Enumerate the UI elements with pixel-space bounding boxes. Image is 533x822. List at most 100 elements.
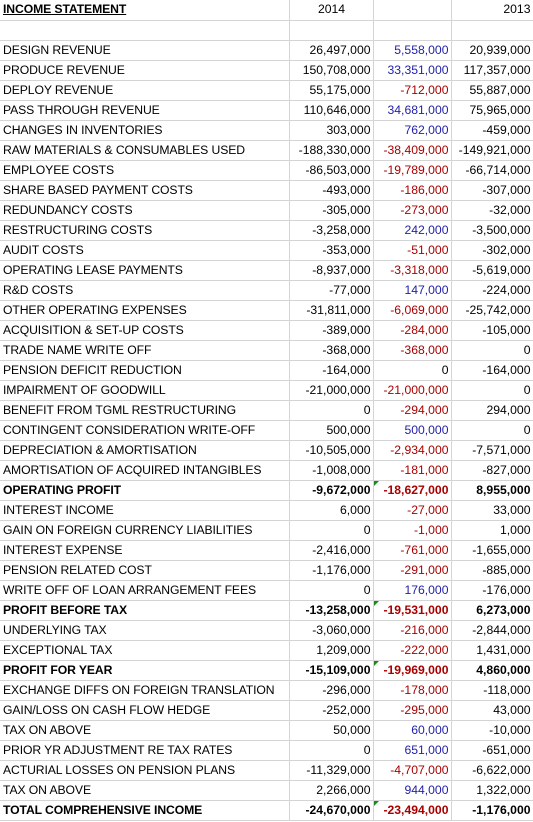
variance-cell[interactable]: -38,409,000 — [373, 140, 452, 161]
variance-cell[interactable]: -1,000 — [373, 520, 452, 541]
value-2014-cell[interactable]: -2,416,000 — [289, 540, 374, 561]
variance-cell[interactable]: -19,969,000 — [373, 660, 452, 681]
row-label-cell[interactable]: CONTINGENT CONSIDERATION WRITE-OFF — [0, 420, 290, 441]
variance-cell[interactable]: -6,069,000 — [373, 300, 452, 321]
row-label-cell[interactable]: PENSION RELATED COST — [0, 560, 290, 581]
value-2013-cell[interactable]: 1,322,000 — [451, 780, 533, 801]
value-2014-cell[interactable]: -3,258,000 — [289, 220, 374, 241]
row-label-cell[interactable]: RESTRUCTURING COSTS — [0, 220, 290, 241]
value-2014-cell[interactable]: 0 — [289, 400, 374, 421]
row-label-cell[interactable]: R&D COSTS — [0, 280, 290, 301]
row-label-cell[interactable]: EXCEPTIONAL TAX — [0, 640, 290, 661]
row-label-cell[interactable]: BENEFIT FROM TGML RESTRUCTURING — [0, 400, 290, 421]
value-2014-cell[interactable] — [289, 20, 374, 41]
value-2013-cell[interactable]: 8,955,000 — [451, 480, 533, 501]
row-label-cell[interactable]: ACTURIAL LOSSES ON PENSION PLANS — [0, 760, 290, 781]
row-label-cell[interactable]: ACQUISITION & SET-UP COSTS — [0, 320, 290, 341]
value-2014-cell[interactable]: -13,258,000 — [289, 600, 374, 621]
value-2013-cell[interactable]: -224,000 — [451, 280, 533, 301]
value-2013-cell[interactable]: -25,742,000 — [451, 300, 533, 321]
value-2013-cell[interactable]: -149,921,000 — [451, 140, 533, 161]
value-2014-cell[interactable]: -1,176,000 — [289, 560, 374, 581]
row-label-cell[interactable]: PASS THROUGH REVENUE — [0, 100, 290, 121]
value-2014-cell[interactable]: 1,209,000 — [289, 640, 374, 661]
value-2014-cell[interactable]: -77,000 — [289, 280, 374, 301]
row-label-cell[interactable]: PRIOR YR ADJUSTMENT RE TAX RATES — [0, 740, 290, 761]
value-2014-cell[interactable]: -3,060,000 — [289, 620, 374, 641]
variance-cell[interactable]: -295,000 — [373, 700, 452, 721]
variance-cell[interactable]: 500,000 — [373, 420, 452, 441]
value-2013-cell[interactable]: 20,939,000 — [451, 40, 533, 61]
row-label-cell[interactable]: WRITE OFF OF LOAN ARRANGEMENT FEES — [0, 580, 290, 601]
value-2014-cell[interactable]: 500,000 — [289, 420, 374, 441]
value-2014-cell[interactable]: 55,175,000 — [289, 80, 374, 101]
value-2014-cell[interactable]: -1,008,000 — [289, 460, 374, 481]
header-label-cell[interactable]: INCOME STATEMENT — [0, 0, 290, 21]
value-2013-cell[interactable]: -885,000 — [451, 560, 533, 581]
value-2013-cell[interactable]: 55,887,000 — [451, 80, 533, 101]
header-2014-cell[interactable]: 2014 — [289, 0, 374, 21]
variance-cell[interactable]: -186,000 — [373, 180, 452, 201]
variance-cell[interactable]: 242,000 — [373, 220, 452, 241]
variance-cell[interactable]: -27,000 — [373, 500, 452, 521]
variance-cell[interactable]: -21,000,000 — [373, 380, 452, 401]
value-2013-cell[interactable] — [451, 20, 533, 41]
variance-cell[interactable]: -19,531,000 — [373, 600, 452, 621]
value-2013-cell[interactable]: 33,000 — [451, 500, 533, 521]
value-2014-cell[interactable]: -252,000 — [289, 700, 374, 721]
variance-cell[interactable]: -216,000 — [373, 620, 452, 641]
row-label-cell[interactable]: TRADE NAME WRITE OFF — [0, 340, 290, 361]
value-2013-cell[interactable]: 0 — [451, 340, 533, 361]
value-2014-cell[interactable]: -15,109,000 — [289, 660, 374, 681]
value-2013-cell[interactable]: -32,000 — [451, 200, 533, 221]
row-label-cell[interactable]: AMORTISATION OF ACQUIRED INTANGIBLES — [0, 460, 290, 481]
value-2014-cell[interactable]: -9,672,000 — [289, 480, 374, 501]
value-2013-cell[interactable]: 1,000 — [451, 520, 533, 541]
value-2014-cell[interactable]: -389,000 — [289, 320, 374, 341]
value-2014-cell[interactable]: -21,000,000 — [289, 380, 374, 401]
row-label-cell[interactable]: OPERATING LEASE PAYMENTS — [0, 260, 290, 281]
value-2013-cell[interactable]: -6,622,000 — [451, 760, 533, 781]
value-2013-cell[interactable]: -10,000 — [451, 720, 533, 741]
value-2013-cell[interactable]: -1,655,000 — [451, 540, 533, 561]
value-2013-cell[interactable]: 1,431,000 — [451, 640, 533, 661]
variance-cell[interactable]: -181,000 — [373, 460, 452, 481]
value-2013-cell[interactable]: 0 — [451, 420, 533, 441]
row-label-cell[interactable]: DEPRECIATION & AMORTISATION — [0, 440, 290, 461]
value-2013-cell[interactable]: -7,571,000 — [451, 440, 533, 461]
value-2014-cell[interactable]: -296,000 — [289, 680, 374, 701]
row-label-cell[interactable]: GAIN/LOSS ON CASH FLOW HEDGE — [0, 700, 290, 721]
value-2013-cell[interactable]: 6,273,000 — [451, 600, 533, 621]
row-label-cell[interactable]: RAW MATERIALS & CONSUMABLES USED — [0, 140, 290, 161]
row-label-cell[interactable]: OTHER OPERATING EXPENSES — [0, 300, 290, 321]
row-label-cell[interactable] — [0, 20, 290, 41]
variance-cell[interactable]: -712,000 — [373, 80, 452, 101]
value-2013-cell[interactable]: -118,000 — [451, 680, 533, 701]
value-2014-cell[interactable]: -86,503,000 — [289, 160, 374, 181]
variance-cell[interactable]: -18,627,000 — [373, 480, 452, 501]
value-2013-cell[interactable]: -2,844,000 — [451, 620, 533, 641]
variance-cell[interactable]: -273,000 — [373, 200, 452, 221]
value-2014-cell[interactable]: -493,000 — [289, 180, 374, 201]
value-2013-cell[interactable]: -459,000 — [451, 120, 533, 141]
variance-cell[interactable]: -178,000 — [373, 680, 452, 701]
row-label-cell[interactable]: EMPLOYEE COSTS — [0, 160, 290, 181]
value-2014-cell[interactable]: 50,000 — [289, 720, 374, 741]
variance-cell[interactable]: -19,789,000 — [373, 160, 452, 181]
variance-cell[interactable]: -3,318,000 — [373, 260, 452, 281]
row-label-cell[interactable]: IMPAIRMENT OF GOODWILL — [0, 380, 290, 401]
value-2014-cell[interactable]: -8,937,000 — [289, 260, 374, 281]
value-2014-cell[interactable]: 6,000 — [289, 500, 374, 521]
row-label-cell[interactable]: EXCHANGE DIFFS ON FOREIGN TRANSLATION — [0, 680, 290, 701]
variance-cell[interactable]: 762,000 — [373, 120, 452, 141]
variance-cell[interactable]: -291,000 — [373, 560, 452, 581]
variance-cell[interactable]: -4,707,000 — [373, 760, 452, 781]
value-2014-cell[interactable]: 0 — [289, 580, 374, 601]
value-2014-cell[interactable]: 0 — [289, 740, 374, 761]
value-2014-cell[interactable]: 26,497,000 — [289, 40, 374, 61]
row-label-cell[interactable]: INTEREST INCOME — [0, 500, 290, 521]
value-2013-cell[interactable]: 43,000 — [451, 700, 533, 721]
value-2014-cell[interactable]: -11,329,000 — [289, 760, 374, 781]
row-label-cell[interactable]: PRODUCE REVENUE — [0, 60, 290, 81]
row-label-cell[interactable]: REDUNDANCY COSTS — [0, 200, 290, 221]
